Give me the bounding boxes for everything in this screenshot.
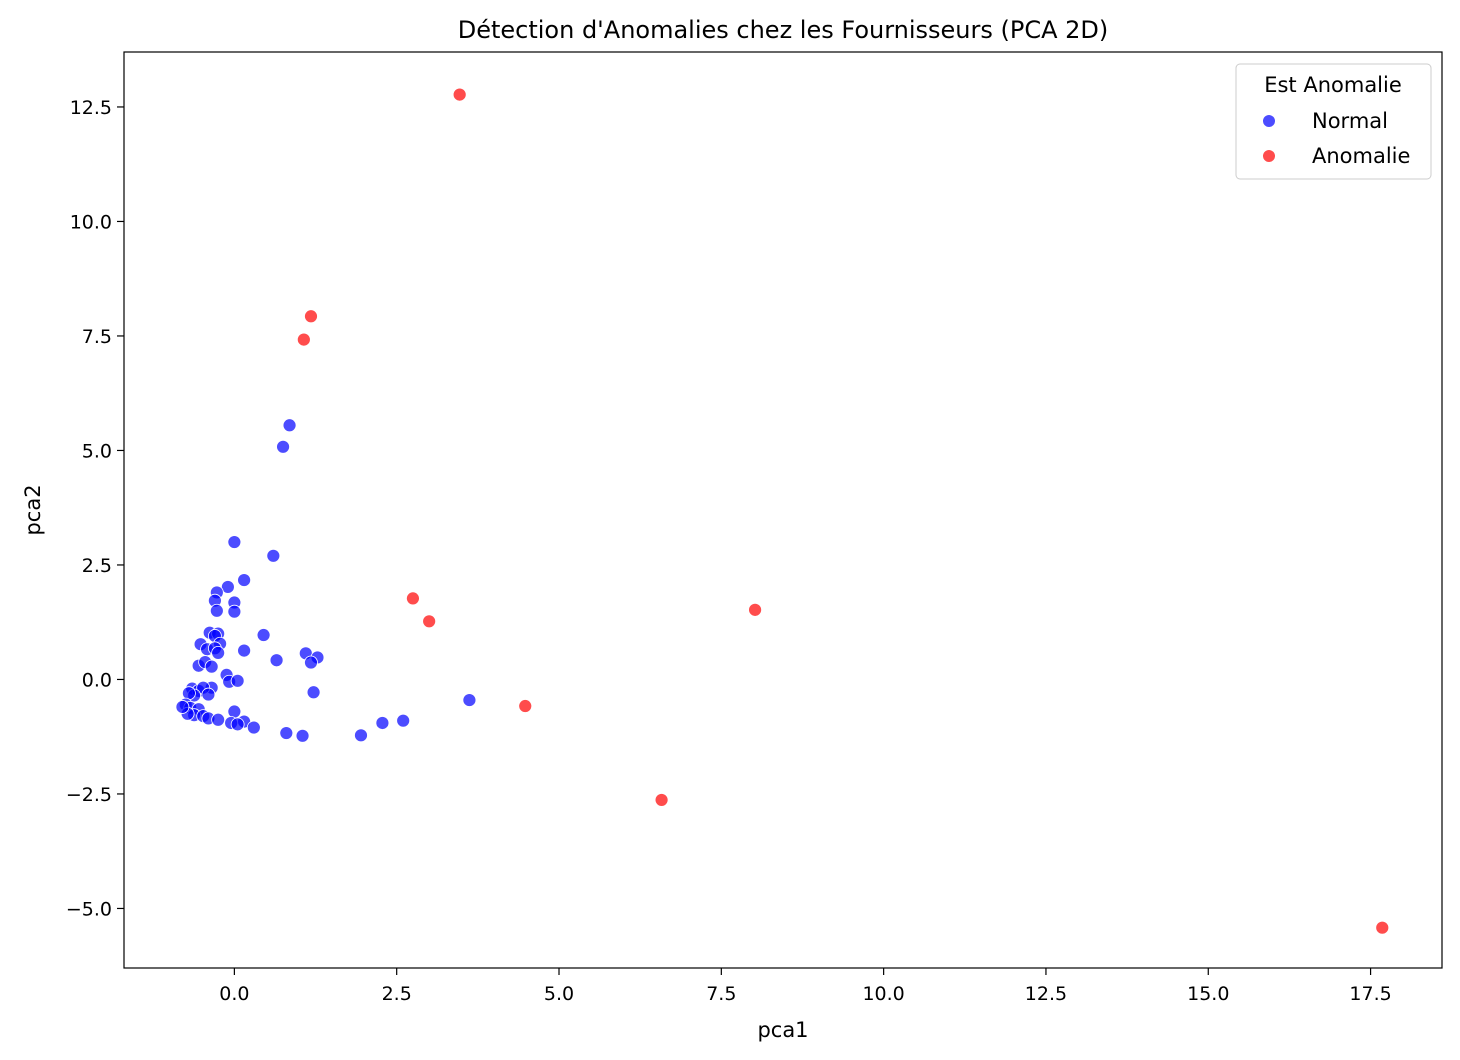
legend-title: Est Anomalie [1264, 73, 1402, 97]
legend-label-normal: Normal [1312, 109, 1388, 133]
data-point-anomalie [422, 614, 437, 629]
points-layer [175, 87, 1390, 935]
data-point-normal [282, 418, 297, 433]
data-point-anomalie [1375, 920, 1390, 935]
data-point-normal [246, 720, 261, 735]
data-point-normal [237, 643, 252, 658]
data-point-normal [227, 535, 242, 549]
data-point-normal [220, 580, 235, 594]
data-point-normal [201, 687, 216, 702]
x-tick-label: 15.0 [1187, 983, 1229, 1005]
data-point-normal [269, 653, 284, 668]
data-point-normal [354, 728, 368, 743]
data-point-anomalie [518, 699, 533, 713]
y-axis: −5.0 −2.5 0.0 2.5 5.0 7.5 10.0 12.5 [66, 97, 124, 920]
data-point-anomalie [452, 87, 467, 102]
data-point-normal [230, 717, 245, 732]
plot-frame [123, 51, 1443, 969]
data-point-anomalie [406, 591, 420, 606]
x-tick-label: 2.5 [382, 983, 412, 1005]
x-tick-label: 12.5 [1025, 983, 1067, 1005]
data-point-normal [227, 704, 242, 719]
data-point-normal [211, 712, 226, 727]
data-point-normal [182, 686, 196, 701]
y-tick-label: 5.0 [82, 440, 112, 462]
y-tick-label: 10.0 [70, 211, 112, 233]
data-point-normal [396, 713, 411, 728]
data-point-anomalie [748, 602, 762, 617]
data-point-normal [230, 673, 245, 688]
y-tick-label: 7.5 [82, 326, 112, 348]
data-point-normal [204, 659, 219, 674]
data-point-anomalie [654, 793, 669, 807]
data-point-normal [209, 603, 224, 618]
y-tick-label: −5.0 [66, 898, 112, 920]
x-tick-label: 5.0 [544, 983, 574, 1005]
y-tick-label: −2.5 [66, 784, 112, 806]
legend-marker-normal [1262, 114, 1276, 128]
data-point-normal [227, 604, 242, 619]
data-point-normal [211, 645, 226, 660]
data-point-normal [306, 685, 321, 700]
x-tick-label: 10.0 [862, 983, 904, 1005]
x-tick-label: 17.5 [1349, 983, 1391, 1005]
data-point-normal [375, 716, 390, 730]
data-point-normal [462, 693, 477, 707]
data-point-normal [237, 573, 252, 587]
y-axis-title: pca2 [21, 484, 45, 535]
x-tick-label: 0.0 [219, 983, 249, 1005]
x-axis-title: pca1 [757, 1018, 808, 1042]
legend-box [1235, 63, 1432, 180]
data-point-normal [279, 726, 294, 740]
data-point-normal [175, 700, 190, 714]
chart-title: Détection d'Anomalies chez les Fournisse… [458, 16, 1109, 44]
data-point-anomalie [296, 332, 311, 347]
legend-label-anomalie: Anomalie [1312, 144, 1410, 168]
legend-marker-anomalie [1262, 149, 1276, 163]
data-point-normal [266, 548, 281, 563]
x-axis: 0.0 2.5 5.0 7.5 10.0 12.5 15.0 17.5 [219, 968, 1392, 1005]
data-point-anomalie [304, 309, 318, 324]
data-point-normal [304, 655, 318, 670]
y-tick-label: 2.5 [82, 555, 112, 577]
data-point-normal [276, 439, 290, 454]
x-tick-label: 7.5 [706, 983, 736, 1005]
y-tick-label: 0.0 [82, 669, 112, 691]
data-point-normal [295, 728, 310, 743]
data-point-normal [256, 628, 271, 642]
legend: Est Anomalie Normal Anomalie [1235, 63, 1432, 180]
y-tick-label: 12.5 [70, 97, 112, 119]
